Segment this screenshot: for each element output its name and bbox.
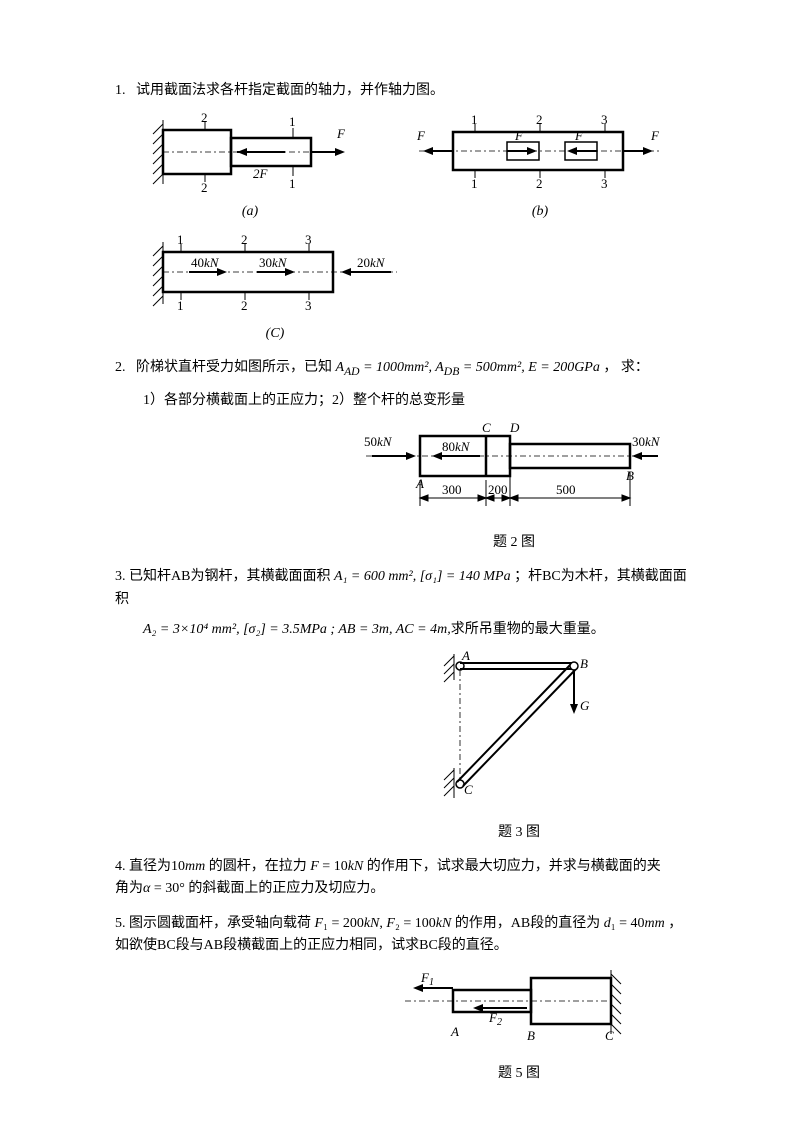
p1-text: 1. 试用截面法求各杆指定截面的轴力，并作轴力图。 (115, 80, 693, 102)
svg-text:D: D (509, 420, 520, 435)
problem-1: 1. 试用截面法求各杆指定截面的轴力，并作轴力图。 (115, 80, 693, 345)
p2-num: 2. (115, 360, 126, 375)
fig-5: F1 F2 A B C 题 5 图 (345, 964, 693, 1085)
svg-text:300: 300 (442, 482, 462, 497)
fig-c: 40kN 30kN 20kN 1 1 2 2 3 3 (C) (145, 234, 405, 345)
svg-text:30kN: 30kN (259, 255, 288, 270)
svg-text:B: B (580, 656, 588, 671)
p3-tc: 求所吊重物的最大重量。 (451, 622, 605, 637)
fig-a-label: (a) (242, 201, 258, 223)
svg-text:3: 3 (305, 234, 312, 247)
p3-line1: 3. 已知杆AB为钢杆，其横截面面积 A₁ = 600 mm², [σ₁] = … (115, 566, 693, 611)
problem-3: 3. 已知杆AB为钢杆，其横截面面积 A₁ = 600 mm², [σ₁] = … (115, 566, 693, 844)
p1-num: 1. (115, 83, 126, 98)
svg-text:2: 2 (536, 112, 543, 127)
svg-text:1: 1 (471, 176, 478, 191)
p3-ta: 已知杆AB为钢杆，其横截面面积 (129, 569, 330, 584)
p2-sub: 1）各部分横截面上的正应力；2）整个杆的总变形量 (115, 390, 693, 412)
fig-2: 50kN 80kN 30kN A C D B 300 200 (335, 418, 693, 554)
fig-a-svg: 2 2 1 1 2F F (145, 112, 355, 197)
svg-text:50kN: 50kN (364, 434, 393, 449)
problem-4: 4. 直径为10mm 的圆杆，在拉力 F = 10kN 的作用下，试求最大切应力… (115, 856, 693, 901)
fig-a: 2 2 1 1 2F F (a) (145, 112, 355, 223)
fig3-caption: 题 3 图 (498, 822, 540, 844)
svg-text:30kN: 30kN (632, 434, 661, 449)
p1-figrow2: 40kN 30kN 20kN 1 1 2 2 3 3 (C) (145, 234, 693, 345)
p5-ta: 图示圆截面杆，承受轴向载荷 F₁ = 200kN, F₂ = 100kN 的作用… (129, 916, 682, 931)
p5-num: 5. (115, 916, 126, 931)
svg-text:F: F (416, 128, 426, 143)
p3-line2: A₂ = 3×10⁴ mm², [σ₂] = 3.5MPa ; AB = 3m,… (115, 619, 693, 641)
fig-c-label: (C) (266, 323, 285, 345)
fig-b: F F F F 1 (415, 112, 665, 223)
p4-num: 4. (115, 859, 126, 874)
svg-text:B: B (527, 1028, 535, 1043)
svg-text:F: F (514, 128, 524, 143)
p2-tb: ， 求： (603, 360, 649, 375)
fig-5-svg: F1 F2 A B C (399, 964, 639, 1059)
svg-text:2: 2 (241, 298, 248, 313)
p2-text: 2. 阶梯状直杆受力如图所示，已知 AAD = 1000mm², ADB = 5… (115, 357, 693, 381)
svg-text:3: 3 (305, 298, 312, 313)
svg-text:2F: 2F (253, 166, 269, 181)
p5-l2: 如欲使BC段与AB段横截面上的正应力相同，试求BC段的直径。 (115, 935, 693, 957)
svg-text:200: 200 (488, 482, 508, 497)
fig5-caption: 题 5 图 (498, 1063, 540, 1085)
fig-3-svg: G A B C (424, 648, 614, 818)
fig-b-svg: F F F F 1 (415, 112, 665, 197)
svg-text:500: 500 (556, 482, 576, 497)
fig-b-label: (b) (532, 201, 548, 223)
problem-2: 2. 阶梯状直杆受力如图所示，已知 AAD = 1000mm², ADB = 5… (115, 357, 693, 554)
svg-text:F: F (336, 126, 346, 141)
svg-text:A: A (450, 1024, 459, 1039)
svg-text:40kN: 40kN (191, 255, 220, 270)
svg-text:2: 2 (201, 180, 208, 195)
fig-c-svg: 40kN 30kN 20kN 1 1 2 2 3 3 (145, 234, 405, 319)
p5-l1: 5. 图示圆截面杆，承受轴向载荷 F₁ = 200kN, F₂ = 100kN … (115, 913, 693, 935)
svg-text:3: 3 (601, 112, 608, 127)
svg-text:F: F (574, 128, 584, 143)
svg-text:1: 1 (471, 112, 478, 127)
svg-text:1: 1 (289, 114, 296, 129)
p1-body: 试用截面法求各杆指定截面的轴力，并作轴力图。 (136, 83, 444, 98)
svg-text:C: C (605, 1028, 614, 1043)
p2-eq: AAD = 1000mm², ADB = 500mm², E = 200GPa (336, 360, 600, 375)
p4-l1: 4. 直径为10mm 的圆杆，在拉力 F = 10kN 的作用下，试求最大切应力… (115, 856, 693, 878)
svg-text:G: G (580, 698, 590, 713)
svg-text:C: C (464, 782, 473, 797)
svg-text:F: F (650, 128, 660, 143)
svg-text:1: 1 (177, 298, 184, 313)
p4-ta: 直径为10mm 的圆杆，在拉力 F = 10kN 的作用下，试求最大切应力，并求… (129, 859, 661, 874)
p4-l2: 角为α = 30° 的斜截面上的正应力及切应力。 (115, 878, 693, 900)
fig2-caption: 题 2 图 (493, 532, 535, 554)
p1-figrow1: 2 2 1 1 2F F (a) (145, 112, 693, 223)
svg-text:C: C (482, 420, 491, 435)
svg-text:1: 1 (289, 176, 296, 191)
svg-text:1: 1 (177, 234, 184, 247)
fig-2-svg: 50kN 80kN 30kN A C D B 300 200 (364, 418, 664, 528)
p3-eqb: A₂ = 3×10⁴ mm², [σ₂] = 3.5MPa ; AB = 3m,… (143, 622, 451, 637)
fig-3: G A B C 题 3 图 (345, 648, 693, 844)
svg-text:2: 2 (536, 176, 543, 191)
svg-text:3: 3 (601, 176, 608, 191)
svg-text:2: 2 (241, 234, 248, 247)
p3-eqa: A₁ = 600 mm², [σ₁] = 140 MPa (334, 569, 511, 584)
p2-ta: 阶梯状直杆受力如图所示，已知 (136, 360, 332, 375)
svg-text:20kN: 20kN (357, 255, 386, 270)
p3-num: 3. (115, 569, 126, 584)
svg-text:80kN: 80kN (442, 439, 471, 454)
svg-text:2: 2 (201, 112, 208, 125)
svg-text:A: A (461, 648, 470, 663)
problem-5: 5. 图示圆截面杆，承受轴向载荷 F₁ = 200kN, F₂ = 100kN … (115, 913, 693, 1085)
